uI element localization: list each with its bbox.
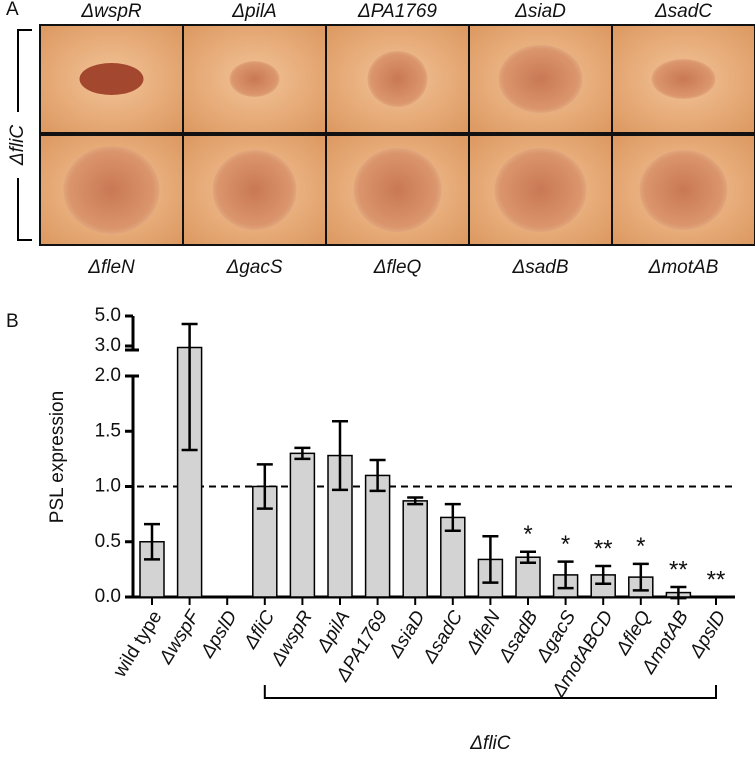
significance: * [523, 521, 532, 548]
bar [402, 500, 428, 598]
error-bar [444, 502, 461, 532]
colony [229, 61, 280, 97]
strain-label: ΔmotAB [648, 257, 719, 278]
x-tick-label: ΔwspF [155, 606, 205, 668]
panel-label: A [6, 0, 19, 20]
error-bar [407, 496, 424, 506]
error-bar [256, 463, 273, 510]
error-bar [181, 322, 198, 452]
x-tick-label: ΔfliC [240, 607, 280, 653]
y-tick-label: 1.0 [95, 476, 121, 497]
y-tick-label: 5.0 [95, 305, 121, 326]
significance: * [636, 533, 645, 560]
colony [494, 148, 587, 232]
y-axis-label: PSL expression [47, 391, 68, 523]
significance: ** [594, 535, 613, 562]
error-bar [595, 564, 612, 585]
error-bar [632, 562, 649, 592]
chart: 0.0 0.5 1.0 1.5 2.0 3.0 5.0 PSL expression wild … [47, 305, 735, 754]
strain-label: ΔfleQ [373, 257, 422, 278]
error-bar [369, 458, 386, 493]
error-bar [294, 446, 311, 461]
strain-label: ΔwspR [80, 1, 142, 22]
strain-label: ΔsadB [511, 257, 568, 278]
error-bar [557, 560, 574, 590]
y-tick-label: 3.0 [95, 335, 121, 356]
group-label: ΔfliC [469, 733, 510, 754]
colony [367, 51, 428, 107]
error-bar [144, 522, 160, 561]
x-tick-label: wild type [109, 607, 167, 682]
y-tick-label: 2.0 [95, 365, 121, 386]
colony [79, 63, 144, 95]
group-bracket [263, 685, 717, 699]
strain-label: ΔgacS [225, 257, 282, 278]
x-tick-label: ΔsadB [494, 607, 542, 667]
colony [651, 59, 716, 99]
x-tick-label: ΔpslD [196, 607, 241, 662]
colony [639, 150, 728, 230]
x-tick-label: ΔpslD [685, 607, 730, 662]
strain-label: ΔsadC [654, 1, 712, 22]
y-tick-label: 0.5 [95, 531, 121, 552]
colony [63, 146, 160, 234]
colony [212, 150, 297, 230]
error-bar [482, 534, 499, 584]
bar [289, 452, 316, 598]
error-bar [670, 585, 687, 600]
error-bar [520, 550, 536, 564]
error-bar [332, 420, 348, 492]
side-label: ΔfliC [7, 125, 28, 166]
bracket-gap [6, 112, 30, 178]
bar [364, 474, 391, 598]
significance: ** [669, 556, 688, 583]
y-tick-label: 0.0 [95, 586, 121, 607]
colony [353, 148, 442, 232]
panel-label: B [6, 311, 19, 332]
significance: ** [707, 566, 726, 593]
colony [498, 45, 583, 113]
photo-grid: ΔwspR ΔpilA ΔPA1769 ΔsiaD ΔsadC ΔfleN ΔgacS Δfl… [39, 1, 755, 278]
strain-label: ΔfleN [87, 257, 135, 278]
significance: * [561, 531, 570, 558]
strain-label: ΔpilA [231, 1, 276, 22]
strain-label: ΔPA1769 [357, 1, 437, 22]
strain-label: ΔsiaD [514, 1, 566, 22]
y-tick-label: 1.5 [95, 420, 121, 441]
